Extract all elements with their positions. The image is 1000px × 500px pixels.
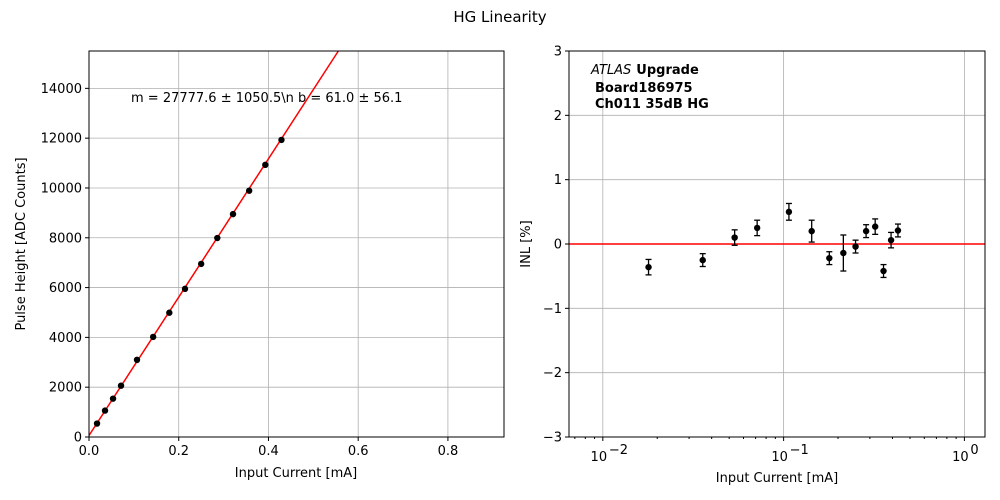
right-y-tick-label: 3 (554, 45, 562, 60)
inl-point (645, 263, 652, 271)
right-y-axis-label: INL [%] (519, 220, 534, 267)
left-x-tick-label: 0.6 (348, 444, 369, 459)
inl-point (785, 208, 793, 216)
right-y-tick-label: 1 (554, 173, 562, 188)
right-y-tick-label: 2 (554, 109, 562, 124)
left-x-tick-label: 0.0 (79, 444, 100, 459)
inl-point (753, 224, 761, 232)
inl-point (731, 234, 738, 241)
inl-point (871, 223, 879, 230)
data-point (245, 187, 253, 194)
right-x-tick-label: 10 (591, 450, 608, 465)
inl-point (894, 227, 902, 234)
left-y-tick-label: 0 (74, 431, 82, 446)
right-x-tick-exponent: 0 (970, 443, 978, 458)
left-x-tick-label: 0.8 (438, 444, 459, 459)
linearity-plot: 0.0 0.2 0.4 0.6 0.8 0 2000 4000 6000 8000 10000 120… (14, 50, 505, 481)
fit-annotation: m = 27777.6 ± 1050.5\n b = 61.0 ± 56.1 (131, 91, 402, 106)
channel-label: Ch011 35dB HG (595, 97, 709, 112)
data-point (166, 309, 173, 316)
right-data-points (645, 202, 902, 279)
fit-line (88, 50, 339, 436)
inl-point (862, 227, 870, 235)
inl-point (852, 243, 859, 250)
left-x-tick-label: 0.2 (168, 444, 189, 459)
right-y-tick-label: −3 (543, 431, 562, 446)
data-point (93, 420, 101, 427)
left-x-axis-label: Input Current [mA] (235, 466, 357, 481)
inl-point (840, 249, 847, 257)
data-point (214, 234, 221, 242)
data-point (278, 136, 285, 144)
left-x-tick-label: 0.4 (258, 444, 279, 459)
data-point (133, 356, 141, 363)
data-point (181, 285, 189, 293)
left-y-axis-label: Pulse Height [ADC Counts] (14, 157, 29, 330)
data-point (229, 210, 237, 218)
left-y-tick-label: 10000 (41, 181, 82, 196)
legend-text-block: ATLAS Upgrade Board186975 Ch011 35dB HG (590, 63, 709, 112)
right-x-tick-exponent: −1 (790, 443, 809, 458)
left-y-tick-label: 6000 (49, 281, 82, 296)
inl-point (826, 254, 833, 262)
left-ticks: 0.0 0.2 0.4 0.6 0.8 0 2000 4000 6000 8000 10000 120… (41, 82, 459, 459)
left-y-tick-label: 8000 (49, 231, 82, 246)
right-y-tick-label: −2 (543, 366, 562, 381)
right-y-tick-label: −1 (543, 302, 562, 317)
left-y-tick-label: 2000 (49, 381, 82, 396)
left-data-points (93, 136, 285, 427)
data-point (101, 407, 109, 414)
left-axes-frame (88, 50, 505, 438)
right-x-tick-label: 10 (771, 450, 788, 465)
right-x-tick-label: 10 (952, 450, 969, 465)
right-axes-frame (568, 50, 986, 438)
right-x-tick-exponent: −2 (609, 443, 628, 458)
upgrade-label: Upgrade (636, 63, 699, 78)
left-y-tick-label: 4000 (49, 331, 82, 346)
figure-title: HG Linearity (453, 8, 546, 26)
data-point (117, 382, 125, 389)
data-point (262, 161, 269, 169)
left-fit-line (88, 50, 339, 436)
inl-point (699, 256, 706, 264)
data-point (149, 333, 157, 341)
left-grid (88, 51, 504, 438)
right-y-tick-label: 0 (554, 238, 562, 253)
board-label: Board186975 (595, 81, 693, 96)
atlas-label: ATLAS (590, 63, 631, 78)
left-y-tick-label: 12000 (41, 132, 82, 147)
data-point (197, 260, 205, 268)
inl-point (880, 267, 887, 275)
data-point (109, 395, 117, 402)
right-x-axis-label: Input Current [mA] (716, 471, 838, 486)
inl-point (887, 236, 895, 244)
inl-point (808, 227, 815, 235)
left-y-tick-label: 14000 (41, 82, 82, 97)
